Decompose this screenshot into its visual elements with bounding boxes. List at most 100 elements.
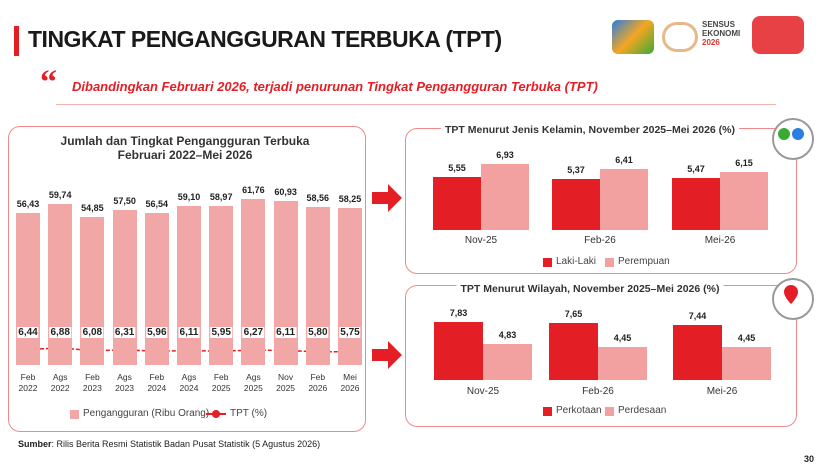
legend-label: Laki-Laki xyxy=(556,256,597,267)
data-label: 4,45 xyxy=(737,333,756,344)
x-tick-label: Ags 2022 xyxy=(50,372,70,393)
logo-bps xyxy=(612,20,654,54)
bar xyxy=(177,206,201,365)
data-label: 6,44 xyxy=(17,327,39,338)
x-tick-label: Nov-25 xyxy=(466,386,500,397)
data-label: 6,88 xyxy=(49,327,71,338)
bar xyxy=(433,177,481,230)
x-tick-label: Feb-26 xyxy=(584,235,616,246)
data-label: 4,83 xyxy=(498,330,517,341)
arrow xyxy=(372,341,402,369)
data-label: 54,85 xyxy=(81,203,104,214)
data-label: 6,15 xyxy=(735,157,753,168)
bar xyxy=(720,171,768,230)
arrow xyxy=(372,184,402,212)
data-label: 60,93 xyxy=(274,187,297,198)
data-label: 7,44 xyxy=(688,310,707,321)
bar xyxy=(209,206,234,365)
data-label: 61,76 xyxy=(242,184,265,195)
map-icon xyxy=(772,278,814,320)
logo-text: EKONOMI xyxy=(702,29,741,38)
logo-text: SENSUS xyxy=(702,20,735,29)
icon-shape xyxy=(778,128,790,140)
logo-se-icon xyxy=(662,22,698,52)
x-tick-label: Nov-25 xyxy=(464,235,498,246)
bar xyxy=(112,210,137,365)
legend-label: Perempuan xyxy=(618,256,670,267)
legend-label: Perkotaan xyxy=(556,405,602,416)
source-text: : Rilis Berita Resmi Statistik Badan Pus… xyxy=(51,439,321,449)
x-tick-label: Feb-26 xyxy=(582,386,614,397)
bar xyxy=(338,208,362,365)
x-tick-label: Feb 2024 xyxy=(147,372,167,393)
data-label: 6,08 xyxy=(81,327,104,338)
legend-swatch xyxy=(605,407,614,416)
data-label: 6,27 xyxy=(242,327,265,338)
quote-text: Dibandingkan Februari 2026, terjadi penu… xyxy=(72,79,598,94)
data-label: 5,55 xyxy=(448,163,466,174)
logo-se-text: SENSUS EKONOMI 2026 xyxy=(702,20,740,47)
bar xyxy=(434,322,483,380)
data-label: 6,31 xyxy=(113,327,136,338)
bar xyxy=(241,198,266,365)
data-label: 5,47 xyxy=(687,164,705,175)
data-label: 6,93 xyxy=(496,150,514,161)
x-tick-label: Feb 2025 xyxy=(211,372,231,393)
bar xyxy=(483,344,532,380)
source: Sumber: Rilis Berita Resmi Statistik Bad… xyxy=(18,439,320,449)
data-label: 57,50 xyxy=(113,196,136,207)
bar xyxy=(672,178,720,230)
x-tick-label: Ags 2023 xyxy=(115,372,135,393)
icon-shape xyxy=(784,285,798,304)
bar xyxy=(305,207,330,365)
title-accent xyxy=(14,26,19,56)
data-label: 58,25 xyxy=(338,194,362,205)
bar xyxy=(481,164,529,230)
legend-swatch xyxy=(212,410,220,418)
data-label: 4,45 xyxy=(613,333,632,344)
data-label: 7,65 xyxy=(564,309,583,320)
bar xyxy=(549,323,598,380)
x-tick-label: Ags 2024 xyxy=(179,372,199,393)
legend-label: Pengangguran (Ribu Orang) xyxy=(83,408,210,419)
data-label: 5,95 xyxy=(210,327,232,338)
data-label: 56,54 xyxy=(145,198,169,209)
x-tick-label: Feb 2022 xyxy=(18,372,38,393)
bar xyxy=(600,169,648,230)
page-number: 30 xyxy=(804,454,815,464)
bar xyxy=(80,217,105,365)
data-label: 59,10 xyxy=(177,192,201,203)
chart-title: TPT Menurut Jenis Kelamin, November 2025… xyxy=(440,124,740,136)
bar xyxy=(16,213,40,365)
x-tick-label: Nov 2025 xyxy=(276,372,296,393)
legend-label: TPT (%) xyxy=(230,408,268,419)
logo-hut xyxy=(752,16,804,54)
data-label: 59,74 xyxy=(48,190,72,201)
data-label: 6,11 xyxy=(178,327,200,338)
quote-mark: “ xyxy=(40,64,57,101)
chart-title: Jumlah dan Tingkat Pengangguran Terbuka … xyxy=(60,134,310,162)
data-label: 5,96 xyxy=(146,327,168,338)
bar xyxy=(673,324,722,380)
logo-text: 2026 xyxy=(702,38,720,47)
page-title: TINGKAT PENGANGGURAN TERBUKA (TPT) xyxy=(28,26,502,52)
bar xyxy=(598,347,647,380)
icon-shape xyxy=(792,128,804,140)
data-label: 5,37 xyxy=(567,164,585,175)
source-label: Sumber xyxy=(18,439,52,449)
x-tick-label: Feb 2023 xyxy=(82,372,102,393)
data-label: 6,11 xyxy=(275,327,297,338)
bar xyxy=(722,347,771,380)
bar xyxy=(48,204,73,365)
data-label: 56,43 xyxy=(16,199,40,210)
x-tick-label: Ags 2025 xyxy=(243,372,263,393)
legend-label: Perdesaan xyxy=(618,405,667,416)
legend-swatch xyxy=(605,258,614,267)
x-tick-label: Mei 2026 xyxy=(340,372,360,393)
data-label: 5,75 xyxy=(339,327,361,338)
divider xyxy=(56,104,776,105)
data-label: 58,56 xyxy=(306,193,330,204)
legend-swatch xyxy=(543,407,552,416)
x-tick-label: Mei-26 xyxy=(704,235,736,246)
